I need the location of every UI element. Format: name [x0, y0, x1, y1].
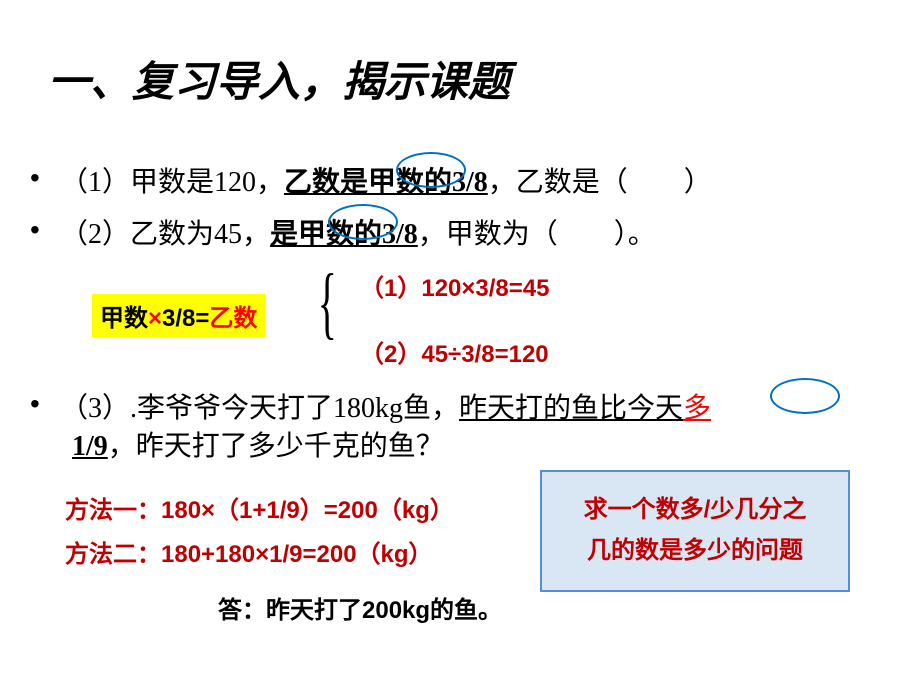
bullet-3: • [30, 388, 40, 420]
brace-icon: { [318, 258, 337, 349]
p3-rest: ，昨天打了多少千克的鱼？ [108, 431, 444, 462]
concept-box: 求一个数多/少几分之 几的数是多少的问题 [540, 470, 850, 592]
p3-u1: 昨天打的鱼比今天 [459, 393, 683, 424]
eq-mul: × [148, 305, 162, 332]
circle-2 [328, 204, 398, 240]
final-answer: 答：昨天打了200kg的鱼。 [218, 590, 502, 625]
eq-frac: 3/8= [162, 305, 209, 332]
bullet-2: • [30, 214, 40, 246]
problem-3-line1: （3）.李爷爷今天打了180kg鱼，昨天打的鱼比今天多 [60, 386, 711, 426]
box-line1: 求一个数多/少几分之 [554, 490, 836, 531]
circle-1 [396, 152, 466, 188]
p3-prefix: （3）.李爷爷今天打了180kg鱼， [60, 393, 459, 424]
problem-3-line2: 1/9，昨天打了多少千克的鱼？ [72, 424, 444, 464]
calc-1: （1）120×3/8=45 [360, 268, 549, 303]
bullet-1: • [30, 162, 40, 194]
p2-suffix: ，甲数为（ ）。 [418, 219, 656, 250]
p3-u2: 多 [683, 393, 711, 424]
problem-1: （1）甲数是120，乙数是甲数的3/8，乙数是（ ） [60, 160, 712, 200]
p3-frac: 1/9 [72, 431, 108, 462]
calc-2: （2）45÷3/8=120 [360, 334, 549, 369]
box-line2: 几的数是多少的问题 [554, 531, 836, 572]
p1-prefix: （1）甲数是120， [60, 167, 284, 198]
method-1: 方法一：180×（1+1/9）=200（kg） [65, 490, 454, 525]
p2-prefix: （2）乙数为45， [60, 219, 270, 250]
p1-suffix: ，乙数是（ ） [488, 167, 712, 198]
eq-a: 甲数 [100, 305, 148, 332]
equation-highlight-box: 甲数×3/8=乙数 [92, 294, 265, 337]
method-2: 方法二：180+180×1/9=200（kg） [65, 534, 433, 569]
circle-3 [770, 378, 840, 414]
eq-b: 乙数 [209, 305, 257, 332]
slide-title: 一、复习导入，揭示课题 [48, 48, 510, 109]
